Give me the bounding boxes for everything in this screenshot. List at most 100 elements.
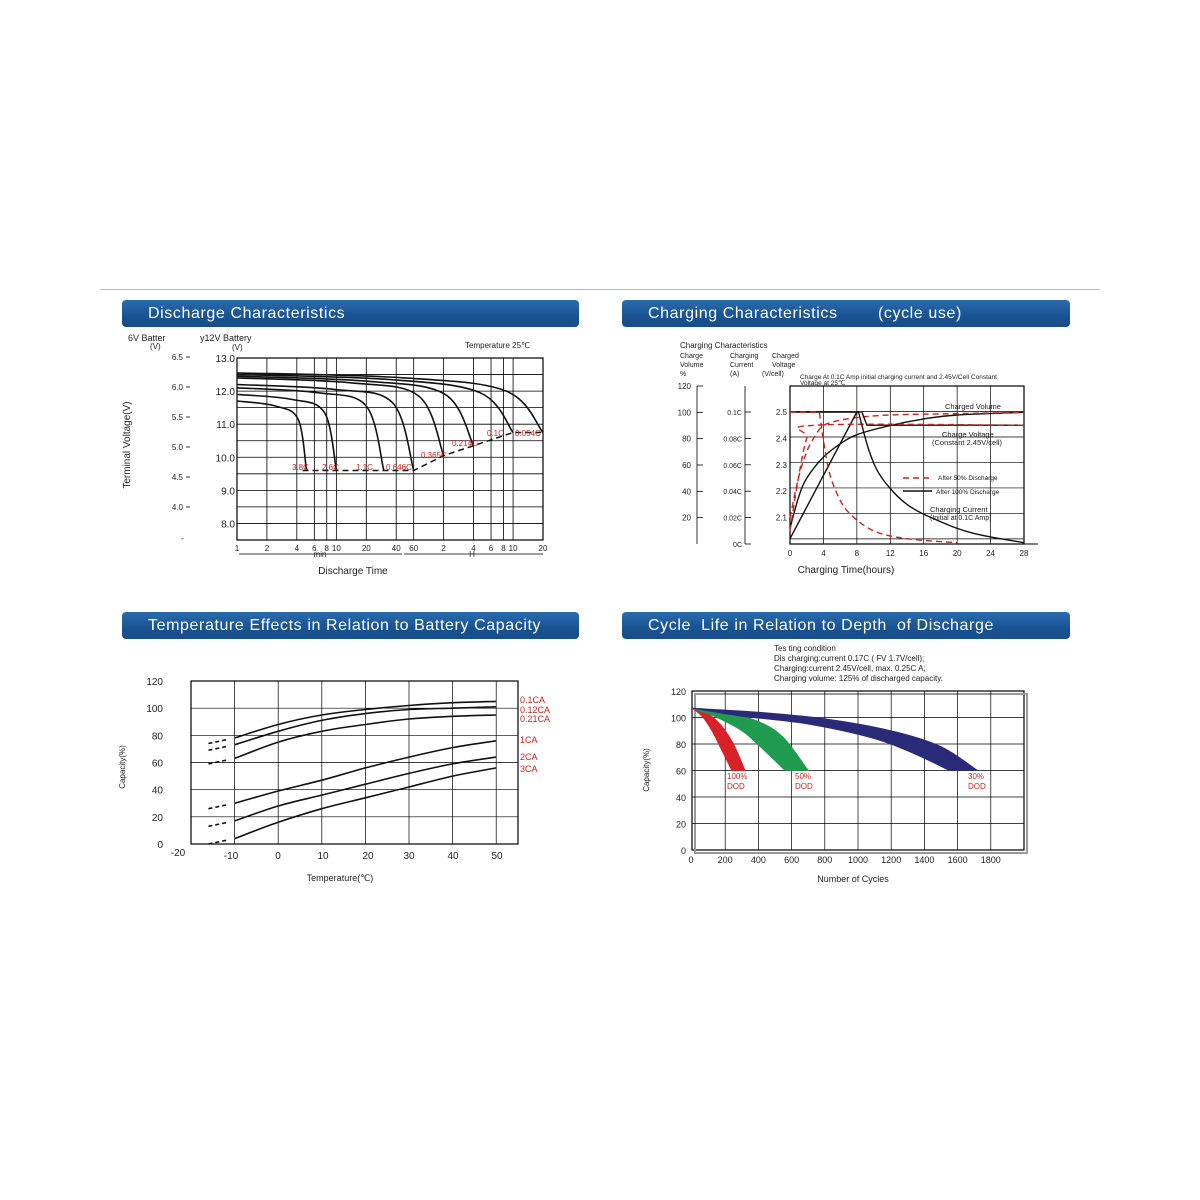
charging-current-label-2: (Initial at 0.1C Amp) — [930, 515, 991, 522]
discharge-y6-tick: 4.5 — [172, 473, 184, 482]
charging-voltage-label-1: Charge Voltage — [942, 430, 994, 439]
temperature-y-tick: 80 — [152, 731, 164, 742]
cycle-dod-band — [691, 707, 979, 771]
discharge-series-label: 3.8C — [292, 463, 309, 472]
charging-col1-head: Volume — [680, 362, 703, 369]
charging-col1-head: Charge — [680, 353, 703, 360]
temperature-curve — [234, 740, 497, 805]
temperature-curve — [234, 756, 497, 822]
temperature-x-tick: -20 — [171, 848, 186, 859]
cycle-x-tick: 0 — [688, 855, 693, 865]
charging-col2-head: (A) — [730, 371, 739, 378]
discharge-x-tick: 6 — [312, 544, 317, 553]
temperature-curve — [234, 700, 497, 739]
discharge-x-tick: 4 — [471, 544, 476, 553]
temperature-series-label: 0.1CA — [520, 695, 545, 705]
discharge-x-tick: 20 — [539, 544, 548, 553]
cycle-x-tick: 400 — [751, 855, 766, 865]
discharge-y12-tick: 10.0 — [216, 453, 236, 464]
cycle-dod-label-dod: DOD — [727, 782, 745, 791]
charging-volume-tick: 60 — [682, 461, 691, 470]
discharge-chart: 6V Batter(V)y12V Battery(V) Temperature 2… — [122, 333, 548, 577]
top-divider — [100, 289, 1100, 290]
temperature-series-label: 2CA — [520, 752, 538, 762]
discharge-cutoff-line — [302, 431, 543, 472]
temperature-y-tick: 40 — [152, 786, 164, 797]
temperature-header: Temperature Effects in Relation to Batte… — [122, 612, 579, 639]
charging-voltage-tick: 2.5 — [776, 408, 788, 417]
temperature-curve-extension — [208, 759, 229, 765]
discharge-y6-tick: 6.5 — [172, 353, 184, 362]
charging-current-100-curve — [790, 411, 1025, 544]
temperature-y-tick: 0 — [157, 840, 163, 851]
discharge-axis6-title: 6V Batter — [128, 333, 166, 343]
discharge-y12-tick: 8.0 — [221, 519, 235, 530]
charging-col3-head: Charged — [772, 353, 799, 360]
temperature-y-tick: 100 — [146, 704, 163, 715]
cycle-x-tick: 1600 — [948, 855, 968, 865]
discharge-x-tick: 2 — [265, 544, 270, 553]
charging-volume-100-curve — [789, 411, 1025, 529]
discharge-x-tick: 8 — [501, 544, 506, 553]
cycle-dod-label-dod: DOD — [795, 782, 813, 791]
temperature-x-tick: 0 — [275, 851, 281, 862]
discharge-y12-tick: 12.0 — [216, 387, 236, 398]
charging-x-tick: 24 — [986, 549, 995, 558]
temperature-curve — [234, 714, 497, 760]
charging-voltage-label-2: (Constant 2.45V/cell) — [932, 438, 1003, 447]
discharge-y12-tick: 9.0 — [221, 486, 235, 497]
temperature-series-label: 1CA — [520, 735, 538, 745]
cycle-test-line: Dis charging:current 0.17C ( FV 1.7V/cel… — [774, 654, 924, 663]
charging-current-tick: 0C — [733, 542, 742, 549]
temperature-curve-extension — [208, 803, 229, 810]
charging-voltage-tick: 2.1 — [776, 514, 788, 523]
charging-chart: Charging Characteristics Charge Volume% Cha… — [678, 341, 1038, 576]
charging-volume-tick: 20 — [682, 514, 691, 523]
discharge-series-label: 0.365C — [421, 451, 447, 460]
charging-note-2: Voltage at 25℃ — [800, 379, 845, 387]
charging-x-tick: 4 — [821, 549, 826, 558]
discharge-series-label: 0.214C — [452, 439, 478, 448]
discharge-h-unit: H — [469, 550, 475, 559]
temperature-x-tick: 10 — [317, 851, 329, 862]
charging-volume-tick: 80 — [682, 435, 691, 444]
temperature-y-tick: 120 — [146, 677, 163, 688]
cycle-x-tick: 1200 — [881, 855, 901, 865]
charging-header: Charging Characteristics (cycle use) — [622, 300, 1070, 327]
cycle-x-tick: 800 — [817, 855, 832, 865]
temperature-x-tick: 50 — [491, 851, 503, 862]
charging-col1-head: % — [680, 371, 686, 378]
charging-volume-tick: 40 — [682, 487, 691, 496]
charging-x-tick: 20 — [953, 549, 962, 558]
discharge-series-label: 1.1C — [356, 463, 373, 472]
discharge-curve — [236, 373, 514, 434]
discharge-xlabel: Discharge Time — [318, 566, 388, 577]
discharge-x-tick: 10 — [332, 544, 341, 553]
discharge-x-tick: 20 — [362, 544, 371, 553]
cycle-ylabel: Capacity(%) — [642, 748, 651, 792]
charging-voltage-tick: 2.2 — [776, 487, 788, 496]
discharge-x-tick: 6 — [489, 544, 494, 553]
charging-volume-label: Charged Volume — [945, 402, 1001, 411]
discharge-y6-tick: 5.0 — [172, 443, 184, 452]
discharge-curve — [236, 387, 385, 471]
cycle-test-line: Charging volume: 125% of discharged capa… — [774, 674, 943, 683]
temperature-series-label: 0.21CA — [520, 714, 550, 724]
cycle-x-tick: 200 — [718, 855, 733, 865]
charging-xlabel: Charging Time(hours) — [798, 565, 895, 576]
charging-current-50-curve — [790, 411, 958, 544]
temperature-curve-extension — [208, 821, 229, 828]
cycle-y-tick: 0 — [681, 846, 686, 856]
cycle-y-tick: 60 — [676, 767, 686, 777]
discharge-y12-tick: 13.0 — [216, 354, 236, 365]
discharge-x-tick: 60 — [409, 544, 418, 553]
discharge-axis6-unit: (V) — [150, 342, 161, 351]
cycle-dod-label-pct: 100% — [727, 772, 747, 781]
charging-col-title: Charging Characteristics — [680, 341, 768, 350]
discharge-y6-dash: - — [181, 534, 184, 543]
temperature-ylabel: Capacity(%) — [118, 745, 127, 789]
temperature-series-label: 3CA — [520, 764, 538, 774]
discharge-x-tick: 40 — [392, 544, 401, 553]
discharge-x-tick: 10 — [509, 544, 518, 553]
